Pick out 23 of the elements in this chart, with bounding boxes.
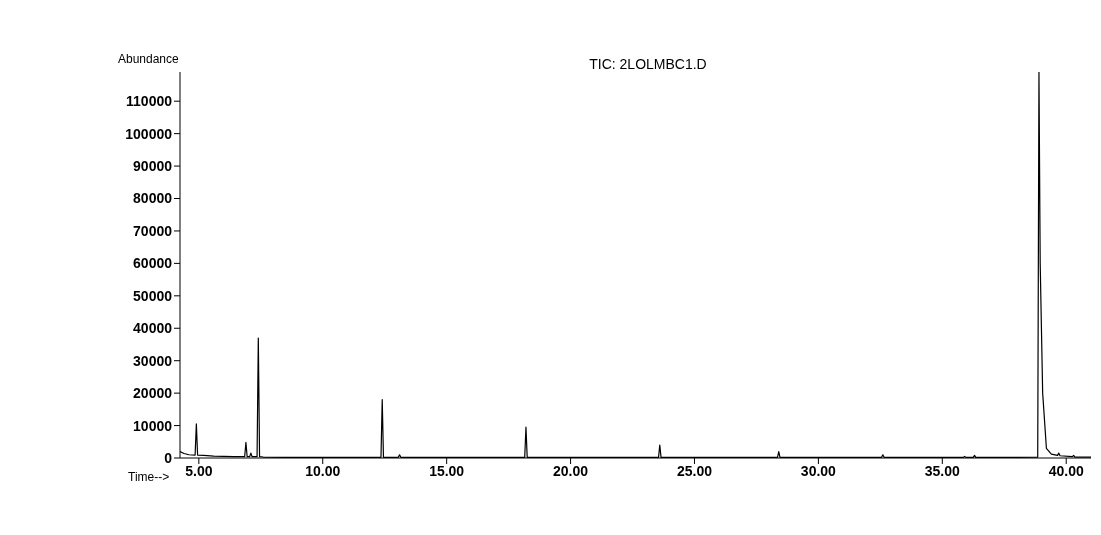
x-tick-label: 25.00 [676,462,713,479]
y-tick-label: 100000 [125,125,173,142]
y-tick-label: 30000 [133,352,173,369]
x-axis-title: Time--> [128,470,170,484]
y-axis-title: Abundance [118,52,179,66]
y-tick-label: 40000 [133,320,173,337]
x-tick-label: 10.00 [305,462,341,479]
y-tick-label: 110000 [126,93,173,110]
x-tick-label: 35.00 [924,462,961,479]
x-tick-label: 40.00 [1048,462,1084,479]
y-tick-label: 70000 [133,222,173,239]
y-tick-label: 60000 [133,255,173,272]
y-tick-label: 80000 [133,190,173,207]
y-tick-label: 50000 [133,287,173,304]
x-tick-label: 20.00 [553,462,589,479]
x-tick-label: 5.00 [185,462,213,479]
y-tick-label: 20000 [133,385,173,402]
x-tick-label: 15.00 [429,462,465,479]
x-tick-label: 30.00 [800,462,837,479]
chart-title: TIC: 2LOLMBC1.D [588,56,708,72]
y-tick-label: 10000 [133,417,173,434]
y-tick-label: 90000 [133,158,173,175]
y-tick-label: 0 [164,449,173,466]
